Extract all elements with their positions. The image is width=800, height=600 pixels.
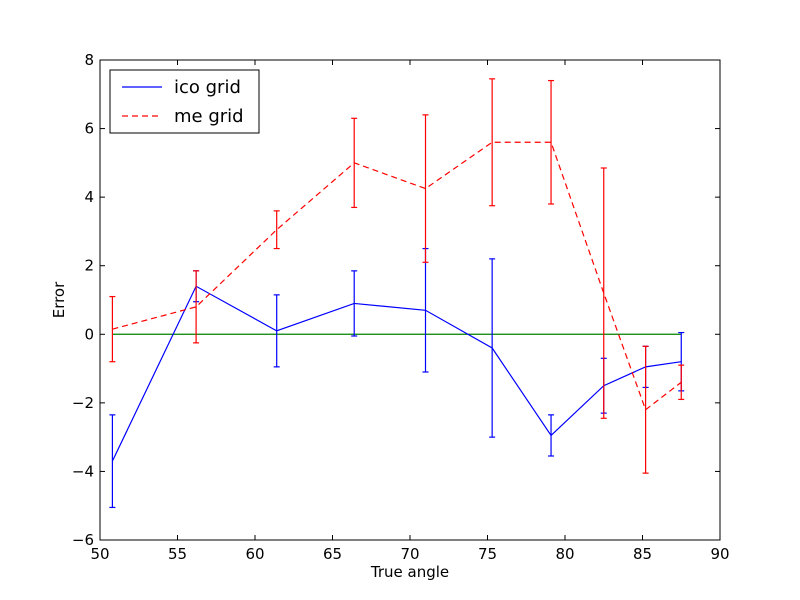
legend-box xyxy=(109,69,260,134)
series-0 xyxy=(109,247,685,509)
legend-label-me-grid: me grid xyxy=(174,106,244,127)
series-line-1 xyxy=(112,141,682,411)
y-axis-label: Error xyxy=(50,281,68,318)
y-tick-label-2: −2 xyxy=(72,394,94,412)
series-1 xyxy=(109,78,685,474)
x-tick-label-6: 80 xyxy=(555,545,574,563)
series-line-0 xyxy=(111,285,682,462)
y-tick-label-0: −6 xyxy=(72,531,94,549)
y-tick-label-4: 2 xyxy=(84,257,94,275)
x-axis-label: True angle xyxy=(370,563,449,581)
x-tick-label-0: 50 xyxy=(90,545,109,563)
x-tick-label-1: 55 xyxy=(168,545,187,563)
tick-layer: 50 55 60 65 70 75 80 85 90 −6 −4 −2 0 2 4 6 8 xyxy=(72,51,730,563)
y-tick-label-5: 4 xyxy=(84,188,94,206)
x-tick-label-8: 90 xyxy=(710,545,729,563)
legend-label-ico-grid: ico grid xyxy=(174,77,241,98)
x-tick-label-2: 60 xyxy=(245,545,264,563)
plot-area xyxy=(100,60,720,540)
y-tick-label-1: −4 xyxy=(72,462,94,480)
y-tick-label-6: 6 xyxy=(84,120,94,138)
x-tick-label-7: 85 xyxy=(633,545,652,563)
legend: ico grid me grid xyxy=(109,69,260,134)
y-tick-label-3: 0 xyxy=(84,325,94,343)
series-layer xyxy=(109,78,685,509)
x-tick-label-4: 70 xyxy=(400,545,419,563)
x-tick-label-3: 65 xyxy=(323,545,342,563)
y-tick-label-7: 8 xyxy=(84,51,94,69)
x-tick-label-5: 75 xyxy=(478,545,497,563)
